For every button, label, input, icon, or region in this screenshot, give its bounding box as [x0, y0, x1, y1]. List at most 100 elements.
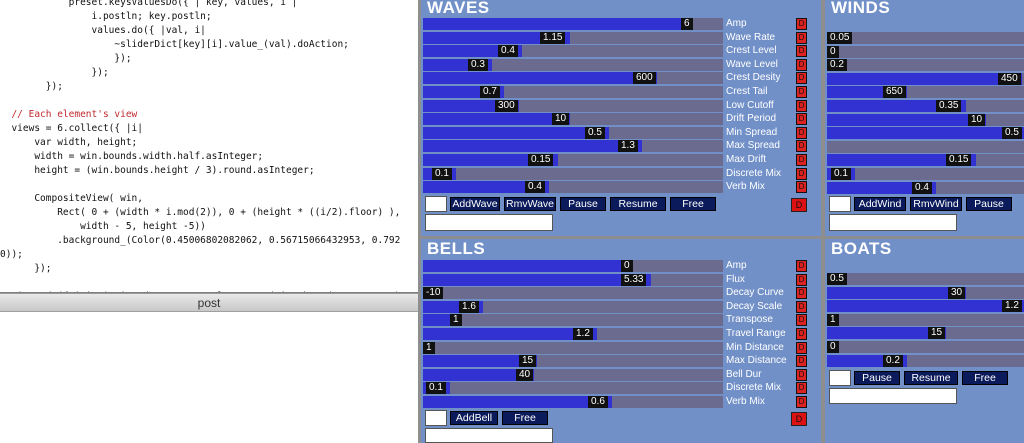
bells-slider[interactable]: 1.2	[423, 328, 723, 340]
waves-slider[interactable]: 300	[423, 99, 723, 112]
bells-slider[interactable]: 40	[423, 368, 723, 381]
bells-default-button[interactable]: D	[796, 287, 807, 300]
bells-addbell-button[interactable]: AddBell	[450, 411, 498, 425]
waves-text-field[interactable]	[425, 214, 553, 231]
waves-default-button[interactable]: D	[796, 99, 807, 112]
bells-default-button[interactable]: D	[796, 260, 807, 272]
winds-slider-value: 0.15	[946, 154, 972, 167]
waves-default-button[interactable]: D	[796, 167, 807, 180]
winds-slider[interactable]: 0.2	[827, 59, 1024, 72]
bells-default-button[interactable]: D	[796, 382, 807, 395]
waves-default-button[interactable]: D	[796, 72, 807, 85]
bells-slider[interactable]: 1	[423, 314, 723, 327]
bells-slider[interactable]: -10	[423, 287, 723, 300]
winds-slider[interactable]: 0	[827, 45, 1024, 58]
waves-slider[interactable]: 6	[423, 18, 723, 30]
waves-pause-button[interactable]: Pause	[560, 197, 606, 211]
bells-slider[interactable]: 1	[423, 341, 723, 354]
boats-slider[interactable]: 30	[827, 286, 1024, 299]
bells-slider[interactable]: 1.6	[423, 300, 723, 313]
waves-big-default-button[interactable]: D	[791, 198, 807, 212]
waves-default-button[interactable]: D	[796, 86, 807, 98]
winds-slider[interactable]: 0.1	[827, 168, 1024, 180]
waves-slider[interactable]: 0.7	[423, 86, 723, 98]
winds-slider[interactable]: 0.5	[827, 127, 1024, 140]
winds-pause-button[interactable]: Pause	[966, 197, 1012, 211]
waves-default-button[interactable]: D	[796, 181, 807, 194]
waves-slider-fill	[423, 72, 657, 85]
waves-default-button[interactable]: D	[796, 154, 807, 166]
waves-default-button[interactable]: D	[796, 113, 807, 126]
boats-pause-button[interactable]: Pause	[854, 371, 900, 385]
bells-default-button[interactable]: D	[796, 355, 807, 368]
bells-slider[interactable]: 0.6	[423, 396, 723, 408]
winds-param-row: 0.5	[827, 127, 1024, 140]
code-line: });	[0, 81, 63, 92]
waves-slider[interactable]: 0.4	[423, 45, 723, 58]
boats-color-box[interactable]	[829, 370, 851, 386]
winds-slider[interactable]: 450	[827, 72, 1024, 85]
waves-slider[interactable]: 1.15	[423, 31, 723, 44]
winds-slider[interactable]	[827, 140, 1024, 153]
waves-slider[interactable]: 600	[423, 72, 723, 85]
post-window-body[interactable]	[0, 312, 418, 443]
waves-slider[interactable]: 10	[423, 113, 723, 126]
bells-default-button[interactable]: D	[796, 314, 807, 327]
winds-slider[interactable]: 0.15	[827, 154, 1024, 167]
bells-slider[interactable]: 0	[423, 260, 723, 272]
waves-default-button[interactable]: D	[796, 31, 807, 44]
bells-big-default-button[interactable]: D	[791, 412, 807, 426]
boats-resume-button[interactable]: Resume	[904, 371, 958, 385]
boats-slider[interactable]: 0.2	[827, 354, 1024, 367]
bells-free-button[interactable]: Free	[502, 411, 548, 425]
winds-param-row: 0.4	[827, 181, 1024, 194]
winds-addwind-button[interactable]: AddWind	[854, 197, 906, 211]
waves-default-button[interactable]: D	[796, 45, 807, 58]
waves-default-button[interactable]: D	[796, 18, 807, 30]
code-editor[interactable]: preset.keysValuesDo({ | key, values, i |…	[0, 0, 418, 292]
winds-slider[interactable]: 10	[827, 113, 1024, 126]
winds-text-field[interactable]	[829, 214, 957, 231]
waves-slider[interactable]: 0.3	[423, 58, 723, 71]
waves-free-button[interactable]: Free	[670, 197, 716, 211]
winds-slider[interactable]: 0.05	[827, 32, 1024, 44]
winds-slider-fill	[827, 113, 986, 126]
waves-slider[interactable]: 1.3	[423, 140, 723, 153]
waves-color-box[interactable]	[425, 196, 447, 212]
winds-slider[interactable]: 0.35	[827, 100, 1024, 112]
winds-slider[interactable]: 0.4	[827, 181, 1024, 194]
waves-addwave-button[interactable]: AddWave	[450, 197, 500, 211]
bells-default-button[interactable]: D	[796, 300, 807, 313]
post-window-titlebar[interactable]: post	[0, 293, 418, 312]
waves-rmvwave-button[interactable]: RmvWave	[504, 197, 556, 211]
waves-slider[interactable]: 0.5	[423, 126, 723, 139]
winds-color-box[interactable]	[829, 196, 851, 212]
boats-slider[interactable]: 0.5	[827, 273, 1024, 285]
bells-slider[interactable]: 0.1	[423, 382, 723, 395]
bells-default-button[interactable]: D	[796, 368, 807, 381]
bells-color-box[interactable]	[425, 410, 447, 426]
bells-default-button[interactable]: D	[796, 328, 807, 340]
bells-slider[interactable]: 5.33	[423, 273, 723, 286]
winds-param-row: 0.2	[827, 59, 1024, 72]
bells-default-button[interactable]: D	[796, 341, 807, 354]
winds-rmvwind-button[interactable]: RmvWind	[910, 197, 962, 211]
winds-slider[interactable]: 650	[827, 86, 1024, 99]
boats-text-field[interactable]	[829, 388, 957, 404]
waves-default-button[interactable]: D	[796, 140, 807, 153]
boats-free-button[interactable]: Free	[962, 371, 1008, 385]
boats-slider[interactable]: 0	[827, 341, 1024, 353]
boats-slider[interactable]: 15	[827, 327, 1024, 340]
bells-text-field[interactable]	[425, 428, 553, 443]
waves-default-button[interactable]: D	[796, 58, 807, 71]
waves-slider[interactable]: 0.1	[423, 167, 723, 180]
waves-slider[interactable]: 0.4	[423, 181, 723, 194]
bells-slider[interactable]: 15	[423, 355, 723, 368]
waves-resume-button[interactable]: Resume	[610, 197, 666, 211]
waves-default-button[interactable]: D	[796, 126, 807, 139]
bells-default-button[interactable]: D	[796, 273, 807, 286]
bells-default-button[interactable]: D	[796, 396, 807, 408]
boats-slider[interactable]: 1.2	[827, 300, 1024, 313]
boats-slider[interactable]: 1	[827, 313, 1024, 326]
waves-slider[interactable]: 0.15	[423, 154, 723, 166]
